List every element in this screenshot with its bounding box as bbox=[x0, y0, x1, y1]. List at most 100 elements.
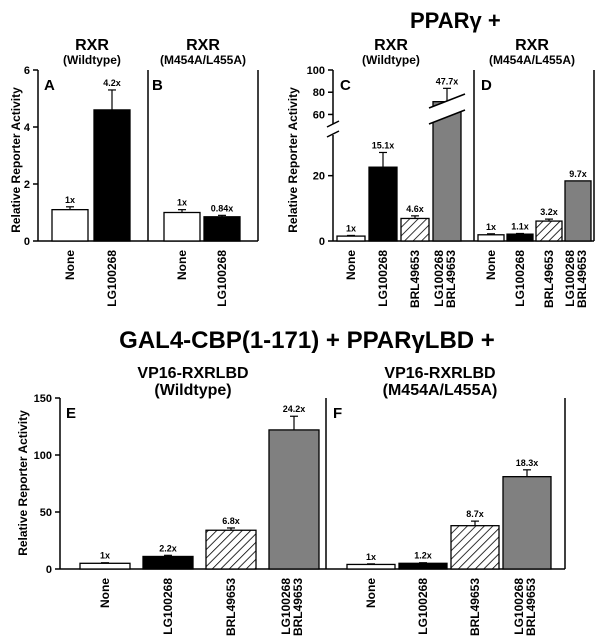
panel-f-data-label-0: 1x bbox=[366, 552, 376, 562]
panel-e-letter: E bbox=[66, 405, 76, 422]
panel-f-category-label-2: BRL49653 bbox=[468, 578, 482, 636]
panel-a-y-tick-label-4: 4 bbox=[24, 122, 31, 134]
panel-b-category-label-0: None bbox=[175, 250, 189, 280]
panel-f-bar-1 bbox=[398, 562, 448, 570]
panel-e-data-label-0: 1x bbox=[100, 551, 110, 561]
panel-c-axis-break-mark-1 bbox=[326, 120, 340, 128]
panel-e-bar-2 bbox=[205, 529, 257, 570]
panel-c-data-label-0: 1x bbox=[346, 223, 356, 233]
panel-a-y-tick-label-2: 2 bbox=[24, 179, 30, 191]
panel-f-category-label-3-0: BRL49653 bbox=[524, 578, 538, 636]
panel-b-data-label-1: 0.84x bbox=[211, 203, 234, 213]
panel-a-bar-0 bbox=[51, 208, 89, 242]
panel-f-bar-3 bbox=[502, 476, 552, 570]
panel-c-category-label-1: LG100268 bbox=[376, 250, 390, 307]
panel-e-category-label-3-1: LG100268 bbox=[279, 578, 293, 635]
panel-a-y-tick-label-6: 6 bbox=[24, 65, 30, 77]
panel-f-category-label-0: None bbox=[364, 578, 378, 608]
panel-c-title: RXR bbox=[374, 37, 408, 54]
panel-d-category-label-1: LG100268 bbox=[513, 250, 527, 307]
panel-d-data-label-2: 3.2x bbox=[540, 207, 558, 217]
panel-f-category-label-3-1: LG100268 bbox=[512, 578, 526, 635]
panel-c-bar-break bbox=[429, 94, 465, 124]
panel-e-bar-0 bbox=[79, 562, 131, 570]
panel-d-subtitle: (M454A/L455A) bbox=[489, 53, 575, 67]
panel-c-y-tick-label-80: 80 bbox=[313, 87, 325, 99]
panel-c-y-tick-label-20: 20 bbox=[313, 171, 325, 183]
panel-f-title: VP16-RXRLBD bbox=[384, 365, 495, 382]
panel-b-letter: B bbox=[152, 77, 163, 94]
panel-f-data-label-1: 1.2x bbox=[414, 551, 432, 561]
panel-c-y-tick-label-0: 0 bbox=[319, 236, 325, 248]
panel-f-bar-2 bbox=[450, 525, 500, 570]
panel-d-category-label-3-1: LG100268 bbox=[563, 250, 577, 307]
panel-b-subtitle: (M454A/L455A) bbox=[160, 53, 246, 67]
panel-c-subtitle: (Wildtype) bbox=[362, 53, 420, 67]
panel-f-data-label-2: 8.7x bbox=[466, 509, 484, 519]
panel-d-bar-3 bbox=[564, 180, 592, 242]
panel-e-y-axis-label: Relative Reporter Activity bbox=[16, 410, 30, 556]
panel-f-category-label-1: LG100268 bbox=[416, 578, 430, 635]
bottom-figure-title: GAL4-CBP(1-171) + PPARγLBD + bbox=[119, 327, 495, 354]
panel-c-letter: C bbox=[340, 77, 351, 94]
panel-a-bar-1 bbox=[93, 109, 131, 242]
panel-e-category-label-3-0: BRL49653 bbox=[291, 578, 305, 636]
panel-e-category-label-2: BRL49653 bbox=[224, 578, 238, 636]
panel-c-category-label-0: None bbox=[344, 250, 358, 280]
panel-b-bar-1 bbox=[203, 216, 241, 242]
panel-c-category-label-3-0: BRL49653 bbox=[444, 250, 458, 308]
panel-c-data-label-3: 47.7x bbox=[436, 76, 459, 86]
panel-f-subtitle: (M454A/L455A) bbox=[383, 382, 498, 399]
panel-c-bar-break-line-1 bbox=[428, 93, 466, 109]
panel-d-letter: D bbox=[481, 77, 492, 94]
panel-e-data-label-1: 2.2x bbox=[159, 543, 177, 553]
panel-e-data-label-3: 24.2x bbox=[283, 404, 306, 414]
panel-c-axis-break-mark-2 bbox=[326, 130, 340, 138]
panel-b-title: RXR bbox=[186, 37, 220, 54]
panel-d-category-label-2: BRL49653 bbox=[542, 250, 556, 308]
panel-d-data-label-3: 9.7x bbox=[569, 169, 587, 179]
panel-c-bar-1 bbox=[368, 166, 398, 242]
panel-e-y-tick-label-100: 100 bbox=[34, 450, 52, 462]
panel-a-subtitle: (Wildtype) bbox=[63, 53, 121, 67]
panel-d-data-label-1: 1.1x bbox=[511, 221, 529, 231]
panel-f-letter: F bbox=[333, 405, 342, 422]
panel-d-bar-2 bbox=[535, 220, 563, 242]
panel-a-title: RXR bbox=[75, 37, 109, 54]
panel-d-category-label-3-0: BRL49653 bbox=[575, 250, 589, 308]
panel-a-letter: A bbox=[44, 77, 55, 94]
plots: 0 2 4 6 A B 1x None 4.2x LG100268 1x None 0.84x LG100… bbox=[24, 65, 595, 636]
panel-c-bar-break-line-2 bbox=[428, 109, 466, 125]
panel-e-y-tick-label-50: 50 bbox=[40, 507, 52, 519]
panel-c-bar-2 bbox=[400, 217, 430, 242]
panel-e-category-label-0: None bbox=[98, 578, 112, 608]
top-figure-title: PPARγ + bbox=[410, 8, 501, 33]
panel-c-bar-0 bbox=[336, 235, 366, 242]
panel-c-y-tick-label-100: 100 bbox=[307, 65, 325, 77]
panel-c-data-label-1: 15.1x bbox=[372, 140, 395, 150]
panel-e-bar-3 bbox=[268, 429, 320, 570]
panel-e-category-label-1: LG100268 bbox=[161, 578, 175, 635]
panel-f-bar-0 bbox=[346, 563, 396, 570]
panel-f-data-label-3: 18.3x bbox=[516, 458, 539, 468]
panel-b-category-label-1: LG100268 bbox=[215, 250, 229, 307]
panel-d-category-label-0: None bbox=[484, 250, 498, 280]
panel-a-category-label-0: None bbox=[63, 250, 77, 280]
panel-a-y-tick-label-0: 0 bbox=[24, 236, 30, 248]
panel-c-category-label-3-1: LG100268 bbox=[432, 250, 446, 307]
panel-c-axis-break-gap bbox=[327, 124, 339, 135]
panel-e-data-label-2: 6.8x bbox=[222, 516, 240, 526]
panel-d-title: RXR bbox=[515, 37, 549, 54]
panel-c-bar-3 bbox=[432, 101, 462, 242]
panel-c-y-axis-label: Relative Reporter Activity bbox=[286, 87, 300, 233]
panel-b-data-label-0: 1x bbox=[177, 198, 187, 208]
panel-e-title: VP16-RXRLBD bbox=[137, 365, 248, 382]
panel-e-bar-1 bbox=[142, 555, 194, 570]
panel-c-category-label-2: BRL49653 bbox=[408, 250, 422, 308]
panel-a-data-label-1: 4.2x bbox=[103, 78, 121, 88]
panel-a-y-axis-label: Relative Reporter Activity bbox=[9, 87, 23, 233]
panel-c-y-tick-label-60: 60 bbox=[313, 109, 325, 121]
panel-d-data-label-0: 1x bbox=[486, 222, 496, 232]
panel-d-bar-0 bbox=[477, 234, 505, 242]
